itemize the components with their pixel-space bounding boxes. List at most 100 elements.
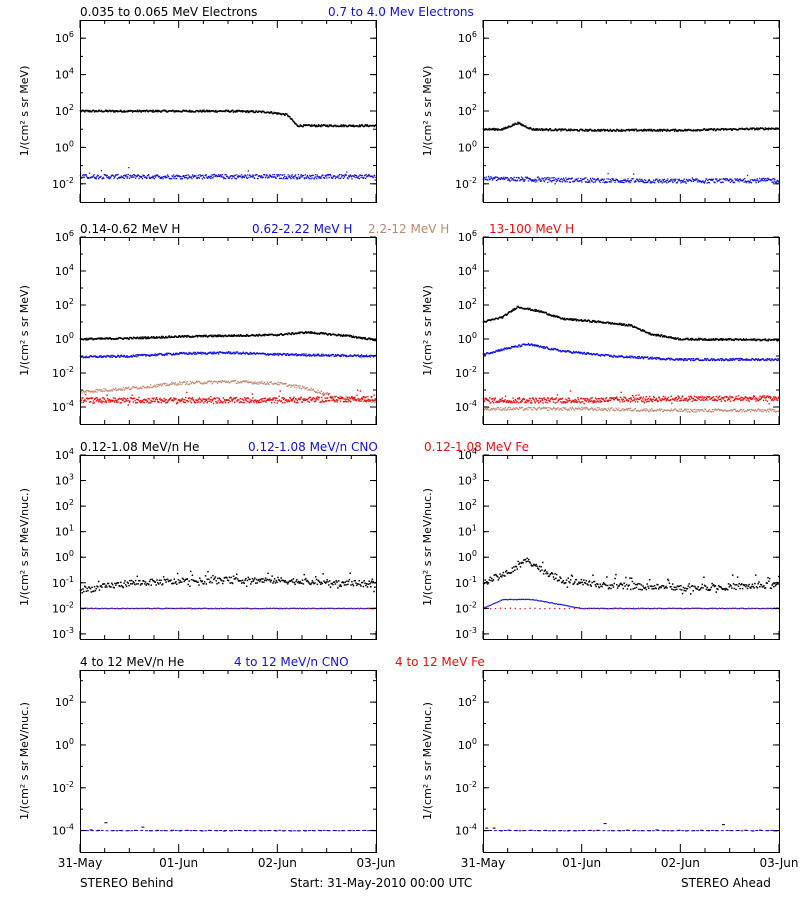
data-point xyxy=(175,175,177,177)
data-point xyxy=(495,349,497,352)
data-point xyxy=(125,356,128,358)
data-point xyxy=(705,359,707,362)
data-point xyxy=(276,397,278,399)
data-point xyxy=(212,174,214,176)
data-point xyxy=(258,333,261,336)
data-point xyxy=(642,356,644,359)
data-point xyxy=(301,176,303,178)
data-point xyxy=(99,356,101,358)
data-point xyxy=(155,386,157,388)
data-point xyxy=(637,410,640,412)
data-point xyxy=(174,383,176,385)
data-point xyxy=(527,409,529,411)
data-point xyxy=(566,408,568,411)
data-point xyxy=(264,352,266,355)
data-point xyxy=(146,386,149,388)
data-point xyxy=(91,356,94,358)
data-point xyxy=(268,399,271,401)
data-point xyxy=(558,350,560,352)
data-point xyxy=(230,334,233,336)
data-point xyxy=(659,409,662,412)
data-point xyxy=(107,390,109,392)
data-point xyxy=(101,356,104,358)
data-point xyxy=(615,407,617,409)
data-point xyxy=(307,354,309,357)
data-point xyxy=(294,354,296,356)
data-point xyxy=(219,381,221,383)
data-point xyxy=(109,109,111,112)
data-point xyxy=(217,351,219,354)
data-point xyxy=(535,181,537,183)
data-point xyxy=(138,354,140,356)
data-point xyxy=(263,381,266,383)
data-point xyxy=(338,397,340,399)
data-point xyxy=(565,128,567,131)
data-point xyxy=(638,178,641,180)
data-point xyxy=(237,334,240,336)
data-point xyxy=(774,128,777,130)
data-point xyxy=(165,399,168,401)
data-point xyxy=(374,179,376,181)
data-point xyxy=(522,180,524,182)
data-point xyxy=(568,128,570,131)
data-point xyxy=(337,354,340,356)
data-point xyxy=(560,407,562,410)
data-point xyxy=(611,356,614,358)
data-point xyxy=(520,176,523,178)
data-point xyxy=(139,387,141,390)
data-point xyxy=(92,338,94,341)
data-point xyxy=(503,349,505,351)
data-point xyxy=(598,407,600,409)
data-point xyxy=(191,336,193,338)
data-point xyxy=(82,390,84,392)
data-point xyxy=(491,409,493,411)
data-point xyxy=(361,355,364,357)
data-point xyxy=(511,408,514,410)
data-point xyxy=(227,110,229,113)
data-point xyxy=(532,180,534,182)
data-point xyxy=(722,358,724,361)
data-point xyxy=(211,177,214,179)
data-point xyxy=(80,356,82,358)
data-point xyxy=(648,333,650,335)
legend-2-3: 2.2-12 MeV H xyxy=(368,222,449,236)
data-point xyxy=(773,359,775,361)
data-point xyxy=(175,402,178,405)
data-point xyxy=(588,181,590,183)
data-point xyxy=(144,398,146,400)
data-point xyxy=(497,406,499,409)
data-point xyxy=(257,381,259,383)
data-point xyxy=(673,359,675,361)
data-point xyxy=(534,179,536,182)
data-point xyxy=(680,359,683,361)
data-point xyxy=(124,355,126,358)
data-point xyxy=(309,389,311,391)
data-point xyxy=(130,337,132,339)
data-point xyxy=(537,129,540,131)
data-point xyxy=(495,179,498,182)
data-point xyxy=(201,400,203,402)
data-point xyxy=(364,336,366,339)
data-point xyxy=(305,177,308,179)
data-point xyxy=(537,407,539,409)
data-point xyxy=(316,178,318,180)
data-point xyxy=(711,357,713,360)
data-point xyxy=(231,109,234,112)
data-point xyxy=(310,124,313,126)
data-point xyxy=(130,354,132,357)
data-point xyxy=(258,383,260,385)
data-point xyxy=(205,174,207,176)
data-point xyxy=(546,347,549,349)
data-point xyxy=(184,401,186,404)
data-point xyxy=(315,397,318,399)
data-point xyxy=(348,335,351,338)
data-point xyxy=(308,353,310,356)
data-point xyxy=(595,409,598,411)
data-point xyxy=(607,407,609,409)
data-point xyxy=(289,354,291,356)
data-point xyxy=(201,353,203,355)
data-point xyxy=(155,335,158,338)
data-point xyxy=(226,381,228,384)
data-point xyxy=(364,399,367,401)
data-point xyxy=(646,409,648,412)
